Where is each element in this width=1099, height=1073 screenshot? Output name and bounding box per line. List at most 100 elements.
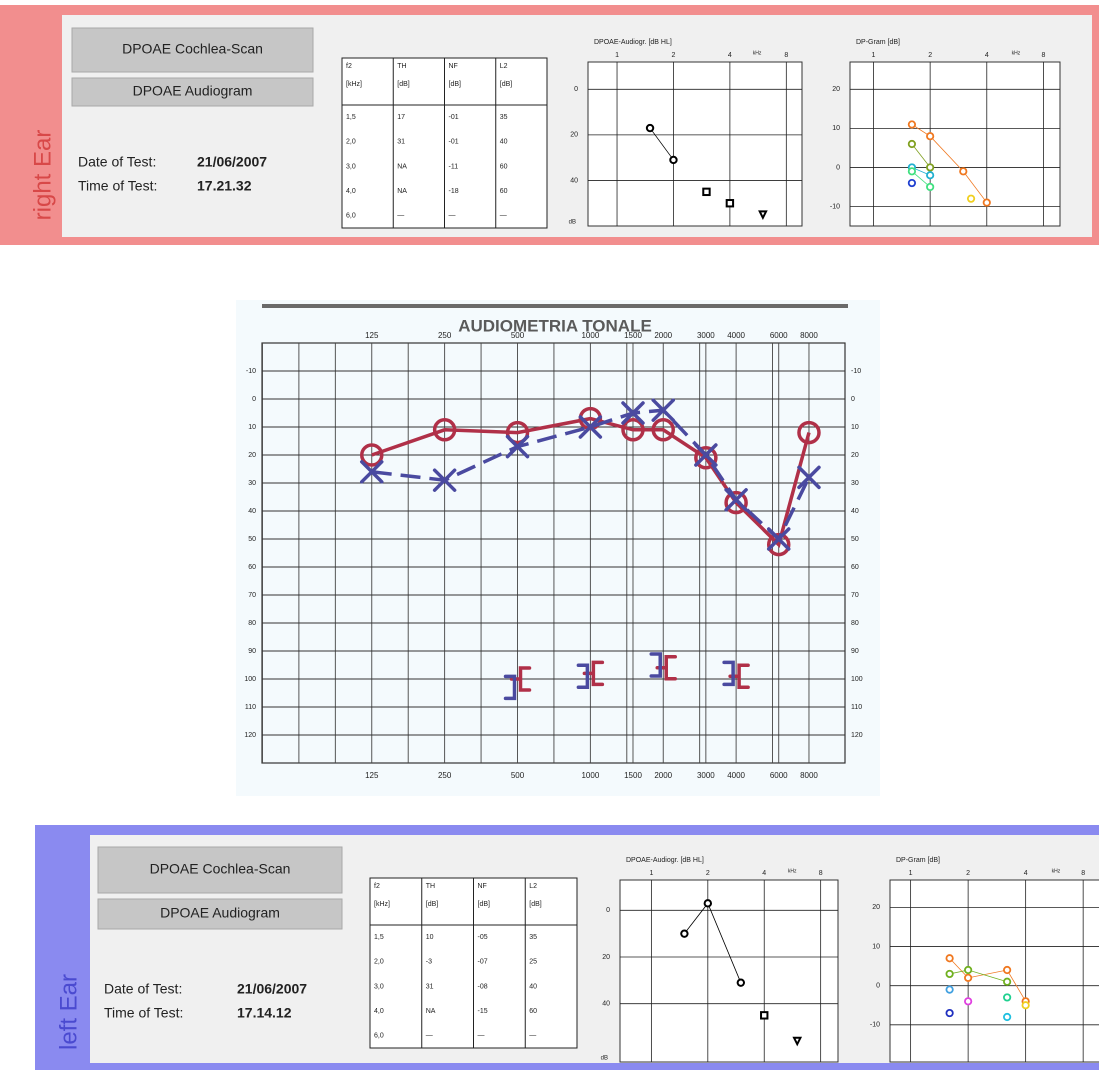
table-cell: —	[478, 1033, 485, 1040]
y-unit: dB	[569, 220, 576, 226]
y-tick-label: -10	[851, 368, 861, 375]
chart-title: DPOAE-Audiogr. [dB HL]	[594, 39, 672, 46]
x-tick-label: 1	[909, 870, 913, 877]
x-tick-label: 1000	[581, 771, 599, 780]
y-tick-label: 10	[248, 424, 256, 431]
y-unit: dB	[601, 1056, 608, 1062]
data-point	[982, 198, 991, 207]
table-cell: 60	[500, 188, 508, 195]
x-tick-label: 6000	[770, 771, 788, 780]
button-label[interactable]: DPOAE Cochlea-Scan	[122, 41, 263, 57]
y-tick-label: 0	[836, 164, 840, 171]
table-cell: 3,0	[374, 983, 384, 990]
data-point	[945, 985, 954, 994]
table-header: [dB]	[426, 901, 439, 908]
button[interactable]: DPOAE Cochlea-Scan	[97, 846, 343, 894]
data-point	[360, 460, 384, 484]
table-header: [dB]	[397, 81, 410, 88]
data-point	[926, 163, 935, 172]
table-cell: 60	[529, 1008, 537, 1015]
data-point	[649, 652, 662, 678]
top-rule	[262, 304, 848, 308]
y-tick-label: 50	[851, 536, 859, 543]
y-tick-label: -10	[246, 368, 256, 375]
data-point	[964, 997, 973, 1006]
y-tick-label: 30	[851, 480, 859, 487]
y-tick-label: 110	[245, 704, 256, 711]
button[interactable]: DPOAE Audiogram	[97, 898, 343, 930]
series-line	[949, 958, 1026, 1002]
data-point	[680, 929, 689, 938]
x-tick-label: 4	[762, 870, 766, 877]
button-face[interactable]	[97, 898, 343, 930]
ear-panel: left Ear DPOAE Cochlea-Scan DPOAE Audiogra…	[35, 825, 1099, 1070]
y-tick-label: 40	[851, 508, 859, 515]
table-header: TH	[397, 63, 406, 70]
data-point	[907, 178, 917, 188]
data-point	[945, 1008, 954, 1018]
table-cell: 1,5	[374, 934, 384, 941]
y-tick-label: 20	[248, 452, 256, 459]
x-tick-label: 500	[511, 331, 525, 340]
button-face[interactable]	[71, 27, 314, 73]
data-point	[926, 171, 935, 180]
y-tick-label: 0	[876, 983, 880, 990]
time-value: 17.14.12	[237, 1005, 292, 1021]
button-face[interactable]	[71, 77, 314, 107]
data-point	[907, 167, 917, 176]
data-point	[1021, 1001, 1030, 1010]
plot-area	[889, 879, 1099, 1063]
button-face[interactable]	[97, 846, 343, 894]
button-label[interactable]: DPOAE Cochlea-Scan	[150, 861, 291, 877]
data-point	[959, 167, 968, 176]
data-point	[797, 465, 821, 490]
x-tick-label: 250	[438, 331, 452, 340]
y-tick-label: 20	[602, 954, 610, 961]
y-tick-label: 100	[244, 676, 256, 683]
table-header: [dB]	[529, 901, 542, 908]
table-cell: 1,5	[346, 114, 356, 121]
data-point	[722, 660, 735, 687]
table-cell: -08	[478, 983, 488, 990]
data-point	[964, 965, 973, 975]
table-cell: —	[397, 213, 404, 220]
table-cell: NA	[426, 1008, 436, 1015]
chart-title: DP-Gram [dB]	[856, 39, 900, 46]
button[interactable]: DPOAE Audiogram	[71, 77, 314, 107]
y-tick-label: 0	[851, 396, 855, 403]
time-value: 17.21.32	[197, 178, 252, 194]
button[interactable]: DPOAE Cochlea-Scan	[71, 27, 314, 73]
date-value: 21/06/2007	[237, 981, 307, 997]
data-point	[926, 132, 935, 141]
series-line	[911, 124, 988, 203]
table-cell: -05	[478, 934, 488, 941]
y-tick-label: 0	[252, 396, 256, 403]
table-header: f2	[374, 883, 380, 890]
y-tick-label: 110	[851, 704, 862, 711]
table-cell: 4,0	[374, 1008, 384, 1015]
table-cell: -01	[449, 114, 459, 121]
table-header: [dB]	[478, 901, 491, 908]
y-tick-label: 70	[851, 592, 859, 599]
y-tick-label: 70	[248, 592, 256, 599]
x-tick-label: 1500	[624, 331, 642, 340]
y-tick-label: 90	[248, 648, 256, 655]
table-header: TH	[426, 883, 435, 890]
x-tick-label: 2	[928, 52, 932, 59]
data-point	[578, 415, 603, 439]
table-header: L2	[500, 63, 508, 70]
data-point	[694, 443, 718, 467]
y-tick-label: 120	[851, 732, 863, 739]
x-tick-label: 4000	[727, 771, 745, 780]
button-label[interactable]: DPOAE Audiogram	[133, 83, 253, 99]
x-unit: kHz	[788, 868, 797, 874]
button-label[interactable]: DPOAE Audiogram	[160, 905, 280, 921]
x-tick-label: 125	[365, 771, 379, 780]
x-tick-label: 4	[1024, 870, 1028, 877]
data-point	[702, 187, 711, 197]
x-tick-label: 2	[706, 870, 710, 877]
data-point	[621, 401, 645, 425]
date-label: Date of Test:	[104, 981, 182, 997]
x-tick-label: 3000	[697, 331, 715, 340]
